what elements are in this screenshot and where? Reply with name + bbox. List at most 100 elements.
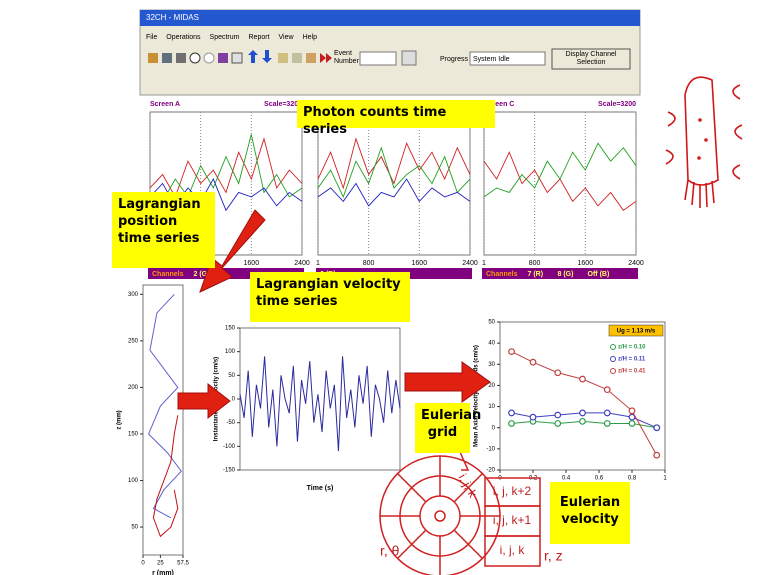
tool-icon[interactable] — [218, 53, 228, 63]
channel-label: 8 (G) — [558, 271, 574, 278]
series-line — [317, 146, 471, 199]
tool-icon[interactable] — [292, 53, 302, 63]
x-tick-label: 1600 — [578, 260, 594, 267]
y-tick-label: 50 — [131, 525, 138, 531]
diagram-labels: i, j, k+2 i, j, k+1 i, j, k i, j, k r, θ… — [380, 471, 563, 563]
tool-icon[interactable] — [306, 53, 316, 63]
y-tick-label: -10 — [486, 446, 495, 452]
charts: Screen A Scale=3200 1 800 1600 2400 Channels 2 … — [117, 101, 668, 575]
data-point — [653, 424, 661, 432]
channel-bar — [482, 268, 638, 279]
arrows — [177, 209, 491, 420]
y-tick-label: 200 — [128, 385, 139, 391]
x-tick-label: 800 — [363, 260, 375, 267]
y-tick-label: 50 — [228, 373, 235, 379]
callout: Lagrangian velocity time series — [250, 272, 410, 322]
tool-icon[interactable] — [148, 53, 158, 63]
menu-item[interactable]: Report — [249, 34, 270, 41]
tool-icon[interactable] — [231, 52, 243, 64]
plot-area — [239, 327, 401, 471]
x-axis-label: r (mm) — [152, 570, 174, 575]
callout: Photon counts time series — [297, 100, 495, 137]
y-axis-label: Mean Axial Velocity of Solids (cm/s) — [474, 345, 480, 447]
channel-label: Channels — [152, 271, 184, 278]
series-line — [239, 356, 401, 452]
data-point — [579, 417, 586, 425]
data-point — [554, 369, 562, 377]
progress-box — [469, 51, 546, 66]
legend-label: z/H = 0.11 — [618, 357, 646, 363]
y-tick-label: 50 — [488, 320, 495, 326]
menu-item[interactable]: Operations — [166, 34, 201, 41]
legend-title-bg — [608, 324, 664, 337]
series-line — [483, 142, 637, 198]
menu-item[interactable]: Spectrum — [210, 34, 240, 41]
y-tick-label: 250 — [128, 338, 139, 344]
menu-item[interactable]: Help — [303, 34, 318, 41]
channel-label: Off (B) — [588, 271, 610, 278]
title-bar — [140, 10, 640, 26]
event-input[interactable] — [359, 51, 397, 66]
screen-scale: Scale=3200 — [264, 101, 302, 108]
y-tick-label: 300 — [128, 292, 139, 298]
tool-icon[interactable] — [189, 52, 201, 64]
y-tick-label: -100 — [223, 444, 236, 450]
y-tick-label: -50 — [226, 420, 235, 426]
tool-icon[interactable] — [248, 50, 258, 63]
data-point — [508, 420, 515, 427]
display-button-label[interactable]: Display Channel Selection — [565, 51, 617, 66]
plot-area — [142, 284, 184, 556]
series-line — [317, 137, 471, 190]
legend-marker — [610, 356, 616, 362]
tool-icon[interactable] — [320, 53, 332, 63]
channel-label: 7 (R) — [528, 271, 544, 278]
tool-icon[interactable] — [203, 52, 215, 64]
data-point — [579, 409, 586, 417]
x-tick-label: 0.8 — [628, 476, 637, 482]
menu-item[interactable]: View — [279, 34, 295, 41]
y-tick-label: 40 — [488, 341, 495, 347]
x-tick-label: 800 — [529, 260, 541, 267]
polar-label: r, θ — [380, 543, 400, 559]
callout: Lagrangian position time series — [112, 192, 215, 268]
y-tick-label: 10 — [488, 404, 495, 410]
tool-icon[interactable] — [278, 53, 288, 63]
data-point — [628, 420, 636, 427]
axial-label: r, z — [544, 548, 563, 564]
channel-label: 2 (G) — [194, 271, 210, 278]
window-title: 32CH - MIDAS — [146, 13, 199, 22]
tool-icon[interactable] — [176, 53, 186, 63]
tool-icon[interactable] — [162, 53, 172, 63]
data-point — [603, 409, 611, 417]
arrow — [199, 209, 266, 293]
menu-bar: File Operations Spectrum Report View Help — [146, 34, 317, 41]
display-button[interactable] — [551, 48, 631, 70]
progress-status: System Idle — [473, 56, 510, 63]
legend-title: Ug = 1.13 m/s — [617, 329, 656, 335]
x-tick-label: 0 — [141, 561, 145, 567]
menu-item[interactable]: File — [146, 34, 157, 41]
screen-scale: Scale=3200 — [598, 101, 636, 108]
x-tick-label: 2400 — [294, 260, 310, 267]
data-point — [628, 407, 636, 415]
data-point — [508, 348, 515, 356]
plot-area — [483, 111, 637, 256]
screen-title: Screen A — [150, 101, 180, 108]
pointer — [459, 451, 470, 471]
x-tick-label: 1 — [663, 476, 667, 482]
y-tick-label: 150 — [225, 326, 236, 332]
y-tick-label: -20 — [486, 468, 495, 474]
x-tick-label: 1600 — [412, 260, 428, 267]
data-point — [579, 375, 586, 383]
cell-box — [484, 535, 541, 567]
cell-label: i, j, k — [500, 543, 526, 557]
data-point — [529, 358, 537, 366]
data-point — [653, 451, 661, 459]
arrow — [404, 361, 491, 403]
x-axis-label: Time (s) — [307, 485, 334, 492]
calc-button[interactable] — [401, 50, 417, 66]
progress-label: Progress — [440, 56, 469, 63]
tool-icon[interactable] — [262, 50, 272, 63]
legend-label: z/H = 0.41 — [618, 369, 646, 375]
